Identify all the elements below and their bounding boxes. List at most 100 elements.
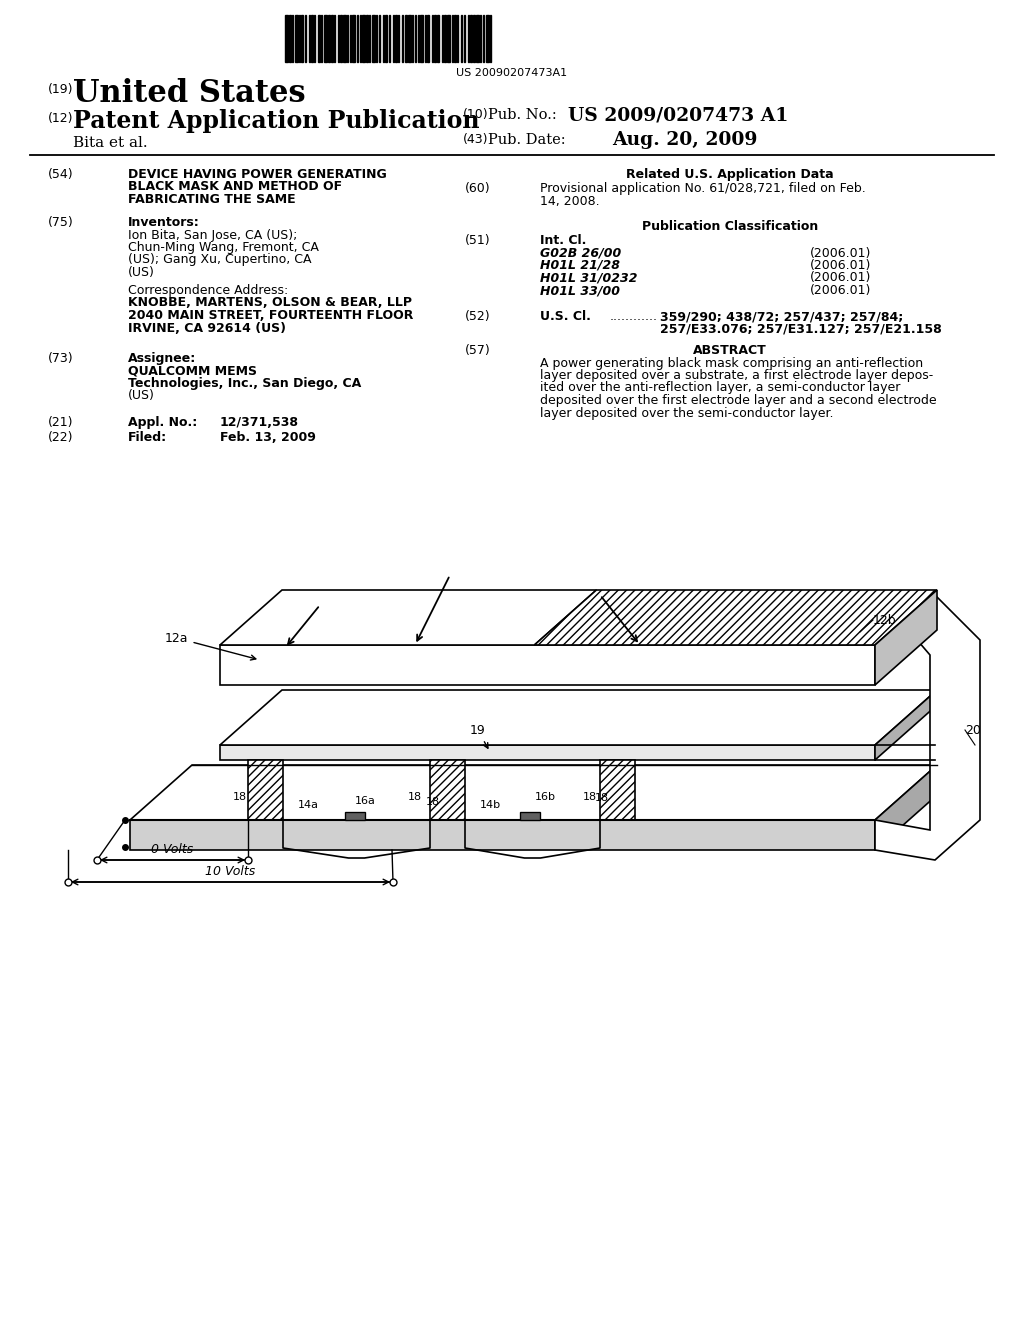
Text: ited over the anti-reflection layer, a semi-conductor layer: ited over the anti-reflection layer, a s… bbox=[540, 381, 900, 395]
Bar bbox=[366, 15, 368, 62]
Text: A power generating black mask comprising an anti-reflection: A power generating black mask comprising… bbox=[540, 356, 923, 370]
Bar bbox=[324, 15, 327, 62]
Bar bbox=[372, 15, 375, 62]
Text: Provisional application No. 61/028,721, filed on Feb.: Provisional application No. 61/028,721, … bbox=[540, 182, 865, 195]
Text: Feb. 13, 2009: Feb. 13, 2009 bbox=[220, 432, 315, 444]
Bar bbox=[434, 15, 436, 62]
Text: Appl. No.:: Appl. No.: bbox=[128, 416, 198, 429]
Text: layer deposited over the semi-conductor layer.: layer deposited over the semi-conductor … bbox=[540, 407, 834, 420]
Text: (US): (US) bbox=[128, 389, 155, 403]
Bar bbox=[395, 15, 397, 62]
Text: (2006.01): (2006.01) bbox=[810, 272, 871, 285]
Bar bbox=[470, 15, 472, 62]
Bar bbox=[295, 15, 298, 62]
Polygon shape bbox=[220, 590, 596, 645]
Text: (54): (54) bbox=[48, 168, 74, 181]
Bar bbox=[420, 15, 423, 62]
Text: (12): (12) bbox=[48, 112, 74, 125]
Bar bbox=[486, 15, 489, 62]
Text: Related U.S. Application Data: Related U.S. Application Data bbox=[627, 168, 834, 181]
Text: 18: 18 bbox=[408, 792, 422, 803]
Text: 12a: 12a bbox=[165, 631, 256, 660]
Text: IRVINE, CA 92614 (US): IRVINE, CA 92614 (US) bbox=[128, 322, 286, 334]
Text: (75): (75) bbox=[48, 216, 74, 228]
Bar bbox=[289, 15, 291, 62]
Polygon shape bbox=[345, 812, 365, 820]
Text: Bita et al.: Bita et al. bbox=[73, 136, 147, 150]
Bar bbox=[473, 15, 475, 62]
Text: H01L 21/28: H01L 21/28 bbox=[540, 259, 620, 272]
Bar bbox=[427, 15, 429, 62]
Text: (2006.01): (2006.01) bbox=[810, 259, 871, 272]
Text: G02B 26/00: G02B 26/00 bbox=[540, 247, 622, 260]
Text: DEVICE HAVING POWER GENERATING: DEVICE HAVING POWER GENERATING bbox=[128, 168, 387, 181]
Bar bbox=[454, 15, 456, 62]
Bar bbox=[340, 15, 342, 62]
Polygon shape bbox=[220, 690, 937, 744]
Text: BLACK MASK AND METHOD OF: BLACK MASK AND METHOD OF bbox=[128, 181, 342, 194]
Text: (19): (19) bbox=[48, 83, 74, 96]
Text: (52): (52) bbox=[465, 310, 490, 323]
Text: 18: 18 bbox=[583, 792, 597, 803]
Polygon shape bbox=[874, 690, 937, 760]
Bar bbox=[285, 15, 288, 62]
Text: (2006.01): (2006.01) bbox=[810, 247, 871, 260]
Text: 14b: 14b bbox=[479, 800, 501, 810]
Bar bbox=[328, 15, 330, 62]
Bar bbox=[343, 15, 346, 62]
Bar bbox=[331, 15, 333, 62]
Polygon shape bbox=[600, 760, 635, 820]
Text: 14a: 14a bbox=[298, 800, 318, 810]
Text: 18: 18 bbox=[595, 793, 609, 803]
Polygon shape bbox=[130, 820, 874, 850]
Bar bbox=[385, 15, 387, 62]
Text: (US): (US) bbox=[128, 267, 155, 279]
Text: deposited over the first electrode layer and a second electrode: deposited over the first electrode layer… bbox=[540, 393, 937, 407]
Text: 16b: 16b bbox=[535, 792, 555, 803]
Bar bbox=[362, 15, 365, 62]
Text: (10): (10) bbox=[463, 108, 488, 121]
Polygon shape bbox=[220, 744, 874, 760]
Text: (US); Gang Xu, Cupertino, CA: (US); Gang Xu, Cupertino, CA bbox=[128, 253, 311, 267]
Bar bbox=[406, 15, 407, 62]
Bar bbox=[444, 15, 446, 62]
Text: 12b: 12b bbox=[873, 614, 897, 627]
Bar bbox=[301, 15, 303, 62]
Bar bbox=[408, 15, 411, 62]
Text: Pub. Date:: Pub. Date: bbox=[488, 133, 565, 147]
Text: 19: 19 bbox=[470, 723, 487, 748]
Polygon shape bbox=[874, 595, 980, 861]
Text: ABSTRACT: ABSTRACT bbox=[693, 345, 767, 356]
Bar bbox=[447, 15, 450, 62]
Text: Pub. No.:: Pub. No.: bbox=[488, 108, 557, 121]
Text: Int. Cl.: Int. Cl. bbox=[540, 234, 587, 247]
Text: US 2009/0207473 A1: US 2009/0207473 A1 bbox=[568, 106, 788, 124]
Text: (43): (43) bbox=[463, 133, 488, 147]
Bar bbox=[352, 15, 355, 62]
Polygon shape bbox=[535, 590, 937, 645]
Polygon shape bbox=[430, 760, 465, 820]
Text: (21): (21) bbox=[48, 416, 74, 429]
Text: Filed:: Filed: bbox=[128, 432, 167, 444]
Text: 14, 2008.: 14, 2008. bbox=[540, 194, 600, 207]
Text: (57): (57) bbox=[465, 345, 490, 356]
Text: 0 Volts: 0 Volts bbox=[152, 843, 194, 855]
Polygon shape bbox=[248, 760, 283, 820]
Polygon shape bbox=[520, 812, 540, 820]
Text: Aug. 20, 2009: Aug. 20, 2009 bbox=[612, 131, 758, 149]
Bar bbox=[318, 15, 319, 62]
Text: Inventors:: Inventors: bbox=[128, 216, 200, 228]
Bar bbox=[311, 15, 313, 62]
Polygon shape bbox=[874, 766, 937, 850]
Text: H01L 31/0232: H01L 31/0232 bbox=[540, 272, 638, 285]
Text: Correspondence Address:: Correspondence Address: bbox=[128, 284, 288, 297]
Text: Technologies, Inc., San Diego, CA: Technologies, Inc., San Diego, CA bbox=[128, 378, 361, 389]
Text: KNOBBE, MARTENS, OLSON & BEAR, LLP: KNOBBE, MARTENS, OLSON & BEAR, LLP bbox=[128, 297, 412, 309]
Text: U.S. Cl.: U.S. Cl. bbox=[540, 310, 591, 323]
Text: US 20090207473A1: US 20090207473A1 bbox=[457, 69, 567, 78]
Text: layer deposited over a substrate, a first electrode layer depos-: layer deposited over a substrate, a firs… bbox=[540, 370, 933, 381]
Text: 12/371,538: 12/371,538 bbox=[220, 416, 299, 429]
Text: (51): (51) bbox=[465, 234, 490, 247]
Text: United States: United States bbox=[73, 78, 305, 110]
Polygon shape bbox=[874, 590, 937, 685]
